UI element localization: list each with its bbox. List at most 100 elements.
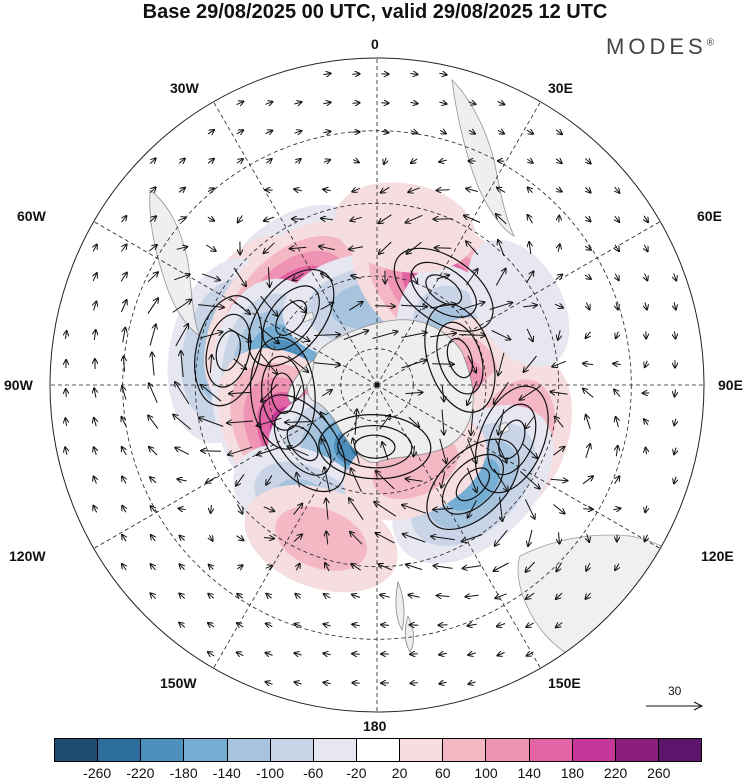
label-150e: 150E bbox=[548, 675, 581, 691]
streamline bbox=[474, 385, 549, 494]
wind-arrow bbox=[174, 274, 190, 281]
wind-arrow bbox=[523, 305, 537, 307]
wind-arrow bbox=[411, 159, 418, 163]
wind-arrow bbox=[410, 654, 418, 655]
wind-arrow bbox=[381, 625, 390, 626]
wind-arrow bbox=[201, 273, 220, 280]
label-0: 0 bbox=[371, 36, 379, 52]
wind-arrow bbox=[495, 593, 507, 598]
label-150w: 150W bbox=[160, 675, 197, 691]
wind-arrow bbox=[260, 295, 278, 316]
wind-arrow bbox=[401, 360, 427, 369]
meridian-line bbox=[213, 384, 378, 669]
wind-arrow bbox=[674, 302, 676, 309]
wind-arrow bbox=[463, 566, 482, 569]
wind-arrow bbox=[645, 534, 648, 542]
wind-arrow bbox=[674, 447, 676, 455]
wind-arrow bbox=[613, 508, 621, 509]
wind-arrow bbox=[468, 682, 476, 684]
wind-arrow bbox=[410, 131, 417, 134]
wind-arrow bbox=[229, 297, 250, 314]
streamline bbox=[337, 424, 413, 469]
wind-arrow bbox=[151, 564, 156, 571]
wind-arrow bbox=[615, 186, 620, 193]
colorbar-tick-label: -260 bbox=[83, 765, 112, 781]
wind-arrow bbox=[616, 331, 619, 339]
wind-arrow bbox=[260, 353, 277, 374]
wind-arrow bbox=[294, 102, 301, 104]
modes-logo: MODES® bbox=[606, 34, 714, 60]
wind-arrow bbox=[585, 444, 590, 459]
wind-arrow bbox=[468, 500, 477, 517]
wind-arrow bbox=[314, 363, 340, 365]
wind-arrow bbox=[442, 384, 444, 402]
label-180: 180 bbox=[363, 718, 387, 734]
wind-arrow bbox=[435, 248, 452, 249]
wind-arrow bbox=[520, 385, 541, 400]
wind-arrow bbox=[372, 332, 398, 339]
wind-arrow bbox=[529, 242, 531, 255]
wind-arrow bbox=[441, 472, 444, 487]
africa-land bbox=[451, 78, 515, 237]
wind-arrow bbox=[323, 653, 331, 654]
wind-arrow bbox=[431, 536, 455, 541]
wind-arrow bbox=[208, 594, 215, 599]
wind-arrow bbox=[500, 496, 503, 521]
wind-arrow bbox=[495, 269, 505, 286]
meridian-line bbox=[93, 384, 378, 549]
wind-arrow bbox=[149, 447, 158, 456]
wind-arrow bbox=[674, 418, 676, 426]
label-60w: 60W bbox=[17, 208, 46, 224]
colorbar-tick-label: -220 bbox=[126, 765, 155, 781]
streamline bbox=[194, 295, 263, 407]
colorbar-tick-label: -20 bbox=[346, 765, 367, 781]
wind-arrow bbox=[497, 653, 505, 656]
wind-arrow bbox=[94, 418, 96, 427]
wind-arrow bbox=[351, 276, 361, 279]
wind-arrow bbox=[615, 244, 619, 251]
wind-arrow bbox=[410, 74, 417, 75]
wind-arrow bbox=[288, 446, 309, 457]
wind-arrow bbox=[148, 415, 159, 429]
wind-arrow bbox=[352, 683, 360, 684]
wind-arrow bbox=[264, 217, 275, 221]
wind-arrow bbox=[207, 188, 214, 191]
wind-arrow bbox=[555, 159, 562, 163]
wind-arrow bbox=[400, 305, 427, 307]
wind-arrow bbox=[122, 386, 127, 400]
wind-arrow bbox=[406, 214, 423, 222]
wind-arrow bbox=[207, 159, 214, 163]
wind-arrow bbox=[555, 417, 564, 428]
wind-arrow bbox=[552, 360, 566, 366]
wind-arrow bbox=[65, 418, 66, 426]
wind-arrow bbox=[323, 131, 330, 132]
label-30w: 30W bbox=[170, 80, 199, 96]
wind-arrow bbox=[553, 447, 565, 456]
wind-arrow bbox=[495, 529, 508, 546]
wind-arrow bbox=[265, 102, 273, 105]
meridian-line bbox=[376, 101, 541, 386]
wind-arrow bbox=[149, 158, 155, 163]
wind-arrow bbox=[403, 534, 426, 543]
colorbar-swatch bbox=[486, 739, 530, 761]
anomaly-level bbox=[334, 182, 476, 273]
colorbar-swatch bbox=[443, 739, 487, 761]
wind-arrow bbox=[528, 529, 533, 546]
wind-arrow bbox=[410, 102, 417, 103]
vortex-35e bbox=[393, 247, 494, 332]
map-boundary bbox=[49, 57, 705, 713]
meridian-line bbox=[376, 384, 541, 669]
wind-arrow bbox=[644, 244, 647, 252]
wind-arrow bbox=[615, 476, 620, 484]
wind-arrow bbox=[175, 324, 188, 347]
wind-arrow bbox=[374, 502, 397, 517]
wind-arrow bbox=[526, 623, 534, 627]
wind-arrow bbox=[583, 509, 593, 510]
wind-arrow bbox=[414, 445, 415, 457]
wind-arrow bbox=[265, 131, 273, 134]
wind-arrow bbox=[173, 415, 192, 430]
wind-arrow bbox=[674, 273, 677, 281]
wind-arrow bbox=[206, 476, 217, 483]
wind-arrow bbox=[323, 73, 330, 74]
